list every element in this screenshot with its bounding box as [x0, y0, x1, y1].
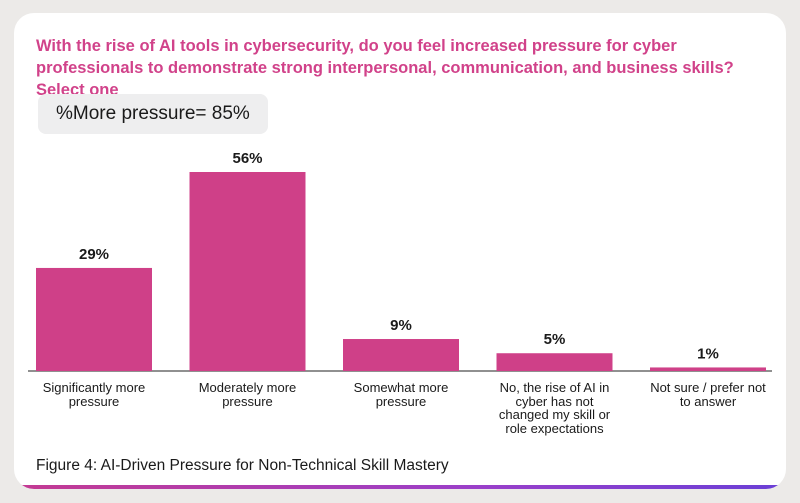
bar-value-label: 29% [79, 246, 109, 263]
bar-4 [496, 353, 613, 371]
bar-value-label: 1% [697, 345, 719, 362]
category-label: No, the rise of AI in cyber has not chan… [498, 380, 611, 436]
bar-value-label: 5% [544, 331, 566, 348]
bar-3 [343, 339, 459, 371]
card-accent-line [14, 485, 786, 489]
bar-value-label: 56% [232, 150, 262, 167]
bar-5 [650, 367, 766, 371]
chart-card: With the rise of AI tools in cybersecuri… [14, 13, 786, 489]
figure-caption: Figure 4: AI-Driven Pressure for Non-Tec… [36, 457, 449, 474]
category-label: Somewhat more pressure [353, 380, 449, 409]
bar-value-label: 9% [390, 317, 412, 334]
bar-2 [189, 172, 306, 371]
bar-chart: 29% 56% 9% 5% 1% [28, 150, 772, 372]
bar-1 [36, 267, 152, 371]
category-label: Significantly more pressure [42, 380, 146, 409]
summary-badge: %More pressure= 85% [38, 94, 268, 134]
category-label: Moderately more pressure [198, 380, 297, 409]
category-label: Not sure / prefer not to answer [650, 380, 766, 409]
